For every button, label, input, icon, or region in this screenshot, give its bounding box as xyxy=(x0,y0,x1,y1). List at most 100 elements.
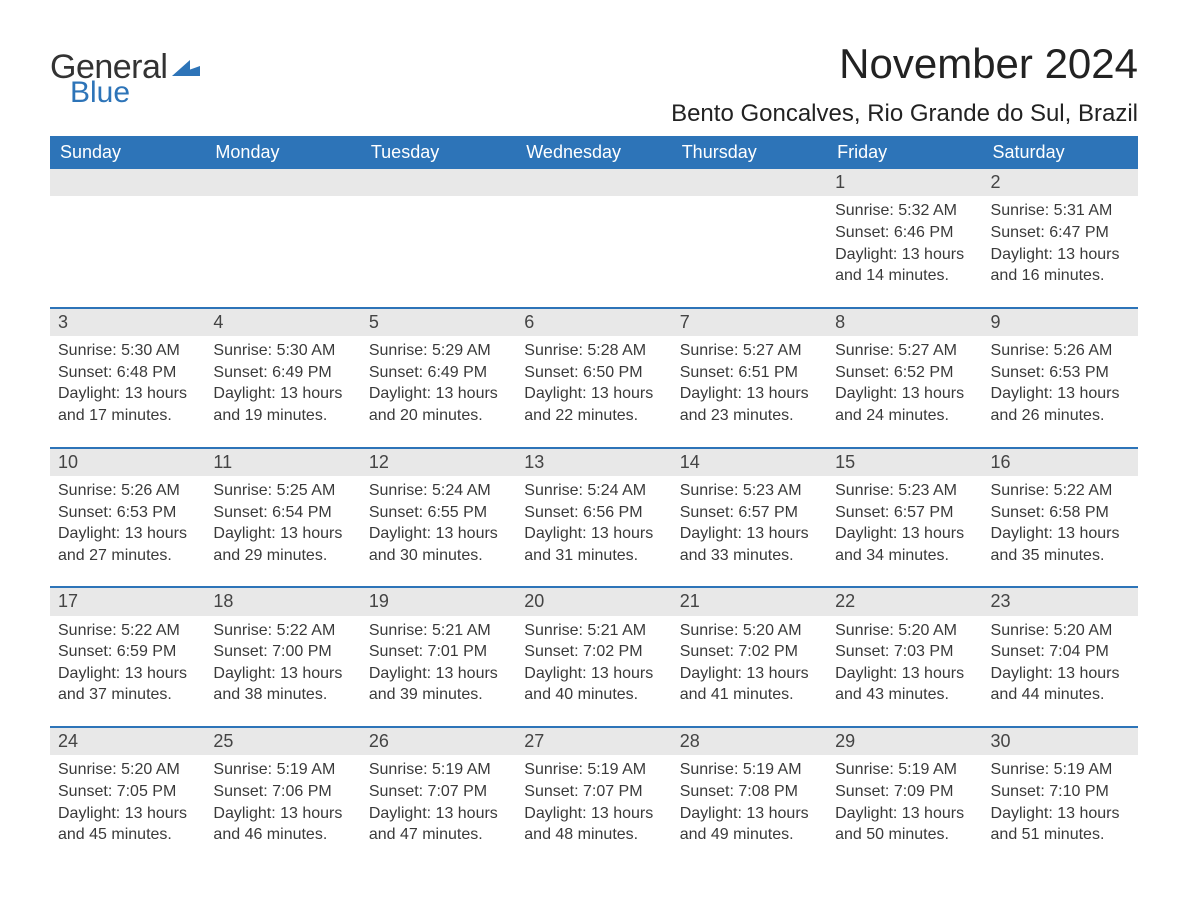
daylight-line: Daylight: 13 hours and 31 minutes. xyxy=(524,523,663,566)
day-number: 6 xyxy=(516,309,671,336)
sunset-line: Sunset: 6:59 PM xyxy=(58,641,197,663)
calendar-header: SundayMondayTuesdayWednesdayThursdayFrid… xyxy=(50,136,1138,169)
sunrise-line: Sunrise: 5:20 AM xyxy=(680,620,819,642)
calendar-week-row: 24Sunrise: 5:20 AMSunset: 7:05 PMDayligh… xyxy=(50,727,1138,866)
sunrise-line: Sunrise: 5:20 AM xyxy=(835,620,974,642)
sunset-line: Sunset: 6:55 PM xyxy=(369,502,508,524)
page: General Blue November 2024 Bento Goncalv… xyxy=(0,0,1188,918)
day-details: Sunrise: 5:20 AMSunset: 7:04 PMDaylight:… xyxy=(983,616,1138,726)
sunset-line: Sunset: 7:03 PM xyxy=(835,641,974,663)
day-number: 16 xyxy=(983,449,1138,476)
sunset-line: Sunset: 7:04 PM xyxy=(991,641,1130,663)
day-number: 15 xyxy=(827,449,982,476)
sunrise-line: Sunrise: 5:24 AM xyxy=(524,480,663,502)
sunrise-line: Sunrise: 5:23 AM xyxy=(680,480,819,502)
calendar-day-cell: 24Sunrise: 5:20 AMSunset: 7:05 PMDayligh… xyxy=(50,727,205,866)
day-details: Sunrise: 5:19 AMSunset: 7:07 PMDaylight:… xyxy=(361,755,516,865)
sunrise-line: Sunrise: 5:28 AM xyxy=(524,340,663,362)
title-block: November 2024 Bento Goncalves, Rio Grand… xyxy=(671,40,1138,136)
sunset-line: Sunset: 6:53 PM xyxy=(991,362,1130,384)
calendar-day-cell xyxy=(50,169,205,308)
day-details: Sunrise: 5:27 AMSunset: 6:51 PMDaylight:… xyxy=(672,336,827,446)
brand-text-blue: Blue xyxy=(70,78,200,108)
calendar-day-cell xyxy=(361,169,516,308)
sunset-line: Sunset: 6:47 PM xyxy=(991,222,1130,244)
daylight-line: Daylight: 13 hours and 23 minutes. xyxy=(680,383,819,426)
calendar-week-row: 1Sunrise: 5:32 AMSunset: 6:46 PMDaylight… xyxy=(50,169,1138,308)
day-details xyxy=(361,196,516,296)
day-details: Sunrise: 5:31 AMSunset: 6:47 PMDaylight:… xyxy=(983,196,1138,306)
sunset-line: Sunset: 6:50 PM xyxy=(524,362,663,384)
day-number: 2 xyxy=(983,169,1138,196)
daylight-line: Daylight: 13 hours and 45 minutes. xyxy=(58,803,197,846)
sunset-line: Sunset: 6:56 PM xyxy=(524,502,663,524)
calendar-day-cell: 22Sunrise: 5:20 AMSunset: 7:03 PMDayligh… xyxy=(827,587,982,727)
day-details: Sunrise: 5:24 AMSunset: 6:56 PMDaylight:… xyxy=(516,476,671,586)
daylight-line: Daylight: 13 hours and 49 minutes. xyxy=(680,803,819,846)
day-number: 29 xyxy=(827,728,982,755)
sunrise-line: Sunrise: 5:29 AM xyxy=(369,340,508,362)
sunrise-line: Sunrise: 5:26 AM xyxy=(991,340,1130,362)
day-details: Sunrise: 5:30 AMSunset: 6:49 PMDaylight:… xyxy=(205,336,360,446)
day-details: Sunrise: 5:20 AMSunset: 7:05 PMDaylight:… xyxy=(50,755,205,865)
sunrise-line: Sunrise: 5:30 AM xyxy=(58,340,197,362)
weekday-header: Saturday xyxy=(983,136,1138,169)
calendar-week-row: 3Sunrise: 5:30 AMSunset: 6:48 PMDaylight… xyxy=(50,308,1138,448)
day-number: 19 xyxy=(361,588,516,615)
weekday-header: Friday xyxy=(827,136,982,169)
calendar-day-cell: 9Sunrise: 5:26 AMSunset: 6:53 PMDaylight… xyxy=(983,308,1138,448)
calendar-day-cell: 23Sunrise: 5:20 AMSunset: 7:04 PMDayligh… xyxy=(983,587,1138,727)
sunrise-line: Sunrise: 5:30 AM xyxy=(213,340,352,362)
daylight-line: Daylight: 13 hours and 40 minutes. xyxy=(524,663,663,706)
day-number: 1 xyxy=(827,169,982,196)
day-number: 13 xyxy=(516,449,671,476)
sunrise-line: Sunrise: 5:27 AM xyxy=(835,340,974,362)
sunrise-line: Sunrise: 5:32 AM xyxy=(835,200,974,222)
day-number: 17 xyxy=(50,588,205,615)
calendar-day-cell: 5Sunrise: 5:29 AMSunset: 6:49 PMDaylight… xyxy=(361,308,516,448)
calendar-day-cell: 27Sunrise: 5:19 AMSunset: 7:07 PMDayligh… xyxy=(516,727,671,866)
day-number: 10 xyxy=(50,449,205,476)
weekday-header: Sunday xyxy=(50,136,205,169)
day-number: 26 xyxy=(361,728,516,755)
calendar-day-cell: 7Sunrise: 5:27 AMSunset: 6:51 PMDaylight… xyxy=(672,308,827,448)
day-details: Sunrise: 5:32 AMSunset: 6:46 PMDaylight:… xyxy=(827,196,982,306)
day-details: Sunrise: 5:23 AMSunset: 6:57 PMDaylight:… xyxy=(827,476,982,586)
calendar-day-cell: 12Sunrise: 5:24 AMSunset: 6:55 PMDayligh… xyxy=(361,448,516,588)
day-number xyxy=(50,169,205,196)
sunrise-line: Sunrise: 5:19 AM xyxy=(213,759,352,781)
day-details: Sunrise: 5:26 AMSunset: 6:53 PMDaylight:… xyxy=(50,476,205,586)
calendar-day-cell xyxy=(205,169,360,308)
sunset-line: Sunset: 6:58 PM xyxy=(991,502,1130,524)
calendar-day-cell: 2Sunrise: 5:31 AMSunset: 6:47 PMDaylight… xyxy=(983,169,1138,308)
calendar-day-cell: 11Sunrise: 5:25 AMSunset: 6:54 PMDayligh… xyxy=(205,448,360,588)
day-details: Sunrise: 5:30 AMSunset: 6:48 PMDaylight:… xyxy=(50,336,205,446)
sunrise-line: Sunrise: 5:19 AM xyxy=(991,759,1130,781)
daylight-line: Daylight: 13 hours and 20 minutes. xyxy=(369,383,508,426)
day-details: Sunrise: 5:22 AMSunset: 7:00 PMDaylight:… xyxy=(205,616,360,726)
day-number: 12 xyxy=(361,449,516,476)
daylight-line: Daylight: 13 hours and 39 minutes. xyxy=(369,663,508,706)
sunset-line: Sunset: 6:48 PM xyxy=(58,362,197,384)
day-details: Sunrise: 5:19 AMSunset: 7:10 PMDaylight:… xyxy=(983,755,1138,865)
daylight-line: Daylight: 13 hours and 48 minutes. xyxy=(524,803,663,846)
daylight-line: Daylight: 13 hours and 38 minutes. xyxy=(213,663,352,706)
sunset-line: Sunset: 7:07 PM xyxy=(524,781,663,803)
daylight-line: Daylight: 13 hours and 34 minutes. xyxy=(835,523,974,566)
sunset-line: Sunset: 7:07 PM xyxy=(369,781,508,803)
calendar-day-cell: 6Sunrise: 5:28 AMSunset: 6:50 PMDaylight… xyxy=(516,308,671,448)
day-details: Sunrise: 5:20 AMSunset: 7:03 PMDaylight:… xyxy=(827,616,982,726)
calendar-day-cell: 14Sunrise: 5:23 AMSunset: 6:57 PMDayligh… xyxy=(672,448,827,588)
daylight-line: Daylight: 13 hours and 41 minutes. xyxy=(680,663,819,706)
calendar-day-cell: 17Sunrise: 5:22 AMSunset: 6:59 PMDayligh… xyxy=(50,587,205,727)
day-details xyxy=(50,196,205,296)
calendar-day-cell: 4Sunrise: 5:30 AMSunset: 6:49 PMDaylight… xyxy=(205,308,360,448)
day-number xyxy=(672,169,827,196)
day-number: 24 xyxy=(50,728,205,755)
day-details: Sunrise: 5:24 AMSunset: 6:55 PMDaylight:… xyxy=(361,476,516,586)
day-number xyxy=(205,169,360,196)
weekday-header: Tuesday xyxy=(361,136,516,169)
calendar-day-cell: 15Sunrise: 5:23 AMSunset: 6:57 PMDayligh… xyxy=(827,448,982,588)
day-details: Sunrise: 5:19 AMSunset: 7:09 PMDaylight:… xyxy=(827,755,982,865)
sunset-line: Sunset: 6:52 PM xyxy=(835,362,974,384)
